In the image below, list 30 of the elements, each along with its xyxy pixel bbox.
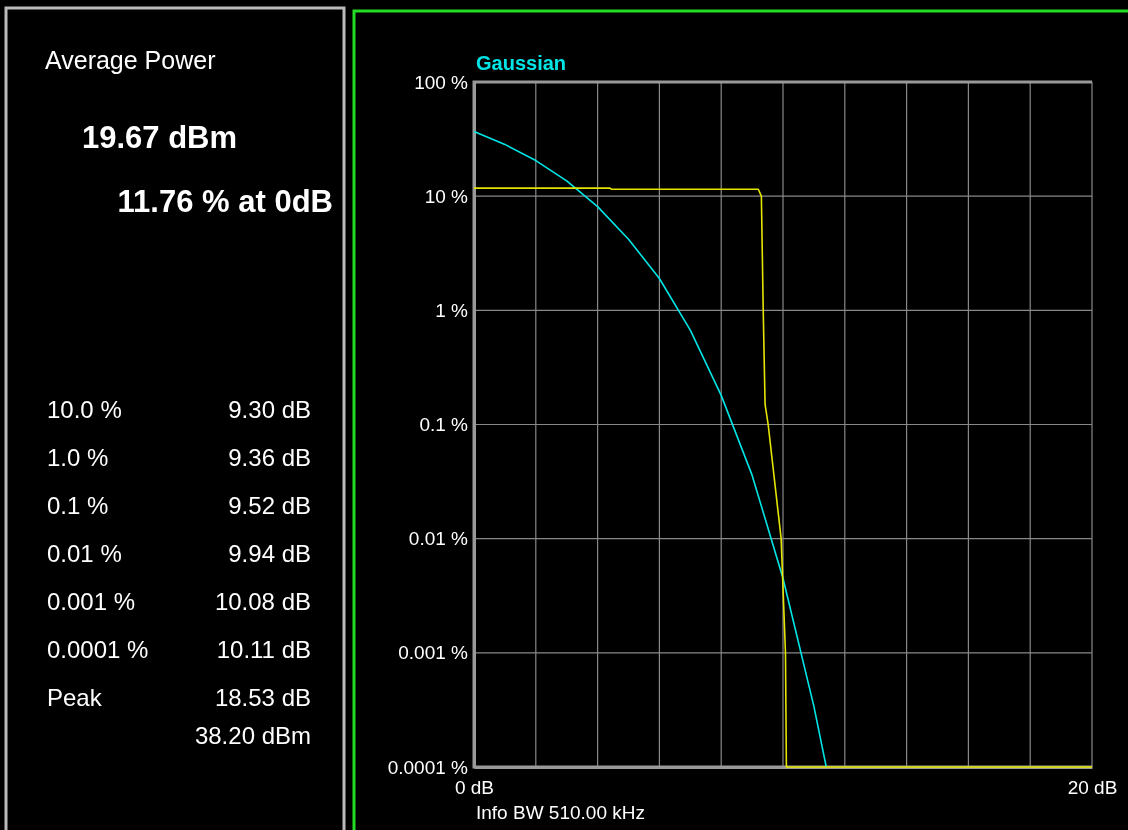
text: 9.94 dB (228, 540, 311, 567)
text: 10.11 dB (216, 636, 311, 663)
text: Gaussian (476, 52, 567, 74)
text: 0.001 % (47, 588, 136, 615)
y-tick-label: 0.0001 % (387, 756, 469, 778)
text: 10.0 % (47, 396, 122, 423)
text: 9.52 dB (228, 492, 311, 519)
text: Info BW 510.00 kHz (476, 802, 645, 823)
text: 0.01 % (47, 540, 122, 567)
text: 1.0 % (47, 444, 109, 471)
text: 38.20 dBm (194, 722, 311, 749)
text: 0.0001 % (47, 636, 149, 663)
x-tick-label: 0 dB (454, 777, 495, 799)
y-tick-label: 0.001 % (398, 642, 469, 664)
y-tick-label: 0.01 % (408, 528, 469, 550)
text: 10.08 dB (214, 588, 311, 615)
text: 9.36 dB (228, 444, 311, 471)
y-tick-label: 10 % (424, 185, 469, 207)
line-series (473, 130, 828, 768)
text: 0.1 % (47, 492, 109, 519)
text: 18.53 dB (214, 684, 311, 711)
y-tick-label: 0.1 % (419, 414, 469, 436)
y-tick-label: 1 % (435, 299, 469, 321)
text: Peak (47, 684, 103, 711)
text: Average Power (45, 46, 216, 74)
text: 11.76 % at 0dB (117, 184, 333, 219)
text: 9.30 dB (228, 396, 311, 423)
y-tick-label: 100 % (414, 71, 469, 93)
text: 19.67 dBm (82, 120, 238, 155)
x-tick-label: 20 dB (1067, 777, 1118, 799)
